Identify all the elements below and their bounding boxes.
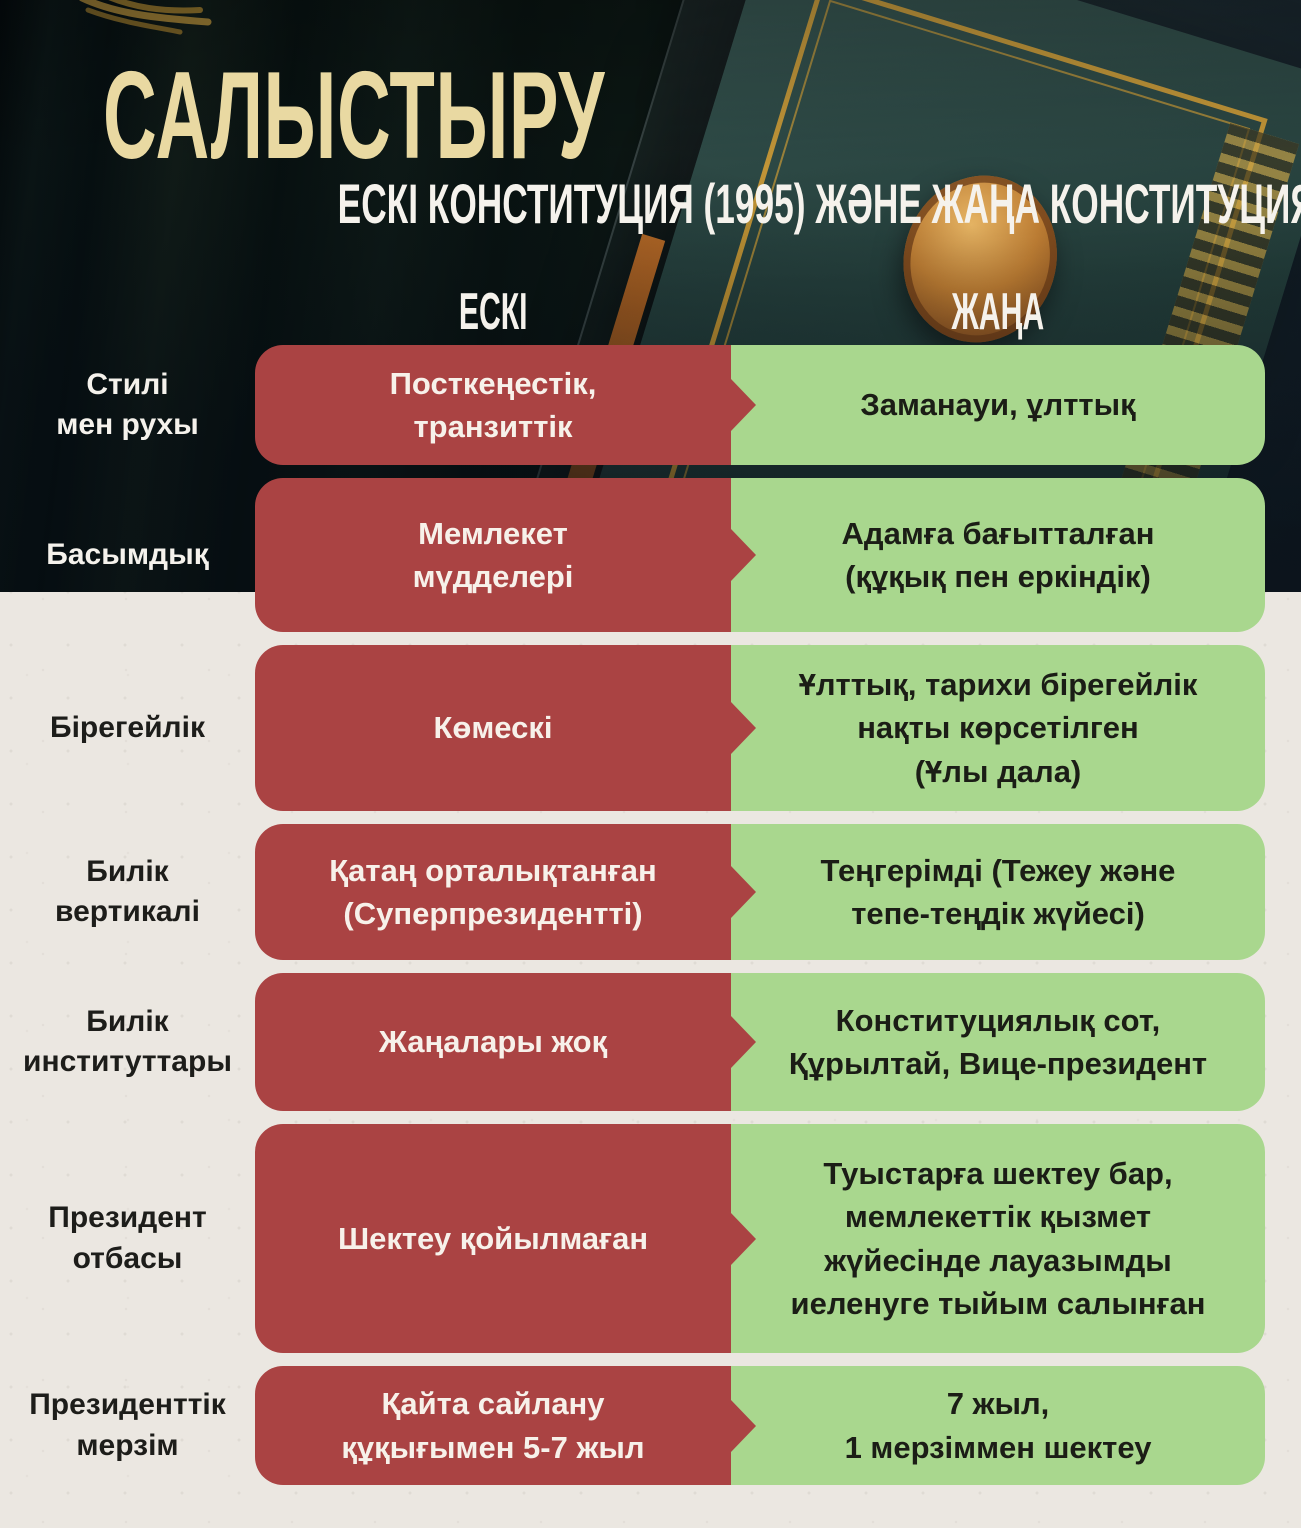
old-value-cell: Қайта сайлану құқығымен 5-7 жыл xyxy=(255,1366,731,1485)
arrow-right-icon xyxy=(731,866,756,918)
new-value-cell: Туыстарға шектеу бар, мемлекеттік қызмет… xyxy=(731,1124,1265,1353)
old-value-cell: Посткеңестік, транзиттік xyxy=(255,345,731,465)
row-label: Бірегейлік xyxy=(50,710,205,744)
arrow-right-icon xyxy=(731,1399,756,1452)
row-label: Билік институттары xyxy=(23,1004,232,1079)
new-value-cell: Ұлттық, тарихи бірегейлік нақты көрсетіл… xyxy=(731,645,1265,811)
row-label: Стилі мен рухы xyxy=(56,367,199,442)
arrow-right-icon xyxy=(731,702,756,754)
comparison-rows: Стилі мен рухы Посткеңестік, транзиттік … xyxy=(0,345,1301,1498)
comparison-row: Бірегейлік Көмескі Ұлттық, тарихи біреге… xyxy=(0,645,1301,811)
arrow-right-icon xyxy=(731,1212,756,1265)
hero-photo: САЛЫСТЫРУ ЕСКІ КОНСТИТУЦИЯ (1995) ЖӘНЕ Ж… xyxy=(0,0,1301,592)
arrow-right-icon xyxy=(731,1016,756,1068)
comparison-row: Билік институттары Жаңалары жоқ Конститу… xyxy=(0,973,1301,1111)
new-value-cell: Конституциялық сот, Құрылтай, Вице-прези… xyxy=(731,973,1265,1111)
new-value-cell: Адамға бағытталған (құқық пен еркіндік) xyxy=(731,478,1265,632)
comparison-row: Президент отбасы Шектеу қойылмаған Туыст… xyxy=(0,1124,1301,1353)
new-value-cell: 7 жыл, 1 мерзіммен шектеу xyxy=(731,1366,1265,1485)
arrow-right-icon xyxy=(731,379,756,431)
old-value-cell: Шектеу қойылмаған xyxy=(255,1124,731,1353)
comparison-row: Стилі мен рухы Посткеңестік, транзиттік … xyxy=(0,345,1301,465)
new-value-cell: Заманауи, ұлттық xyxy=(731,345,1265,465)
comparison-row: Басымдық Мемлекет мүдделері Адамға бағыт… xyxy=(0,478,1301,632)
new-value-cell: Теңгерімді (Тежеу және тепе-теңдік жүйес… xyxy=(731,824,1265,960)
row-label: Президенттік мерзім xyxy=(29,1388,226,1462)
row-label: Басымдық xyxy=(46,537,209,571)
arrow-right-icon xyxy=(731,529,756,581)
column-header-old: ЕСКІ xyxy=(458,283,528,341)
column-header-new: ЖАҢА xyxy=(951,283,1045,341)
comparison-row: Билік вертикалі Қатаң орталықтанған (Суп… xyxy=(0,824,1301,960)
old-value-cell: Мемлекет мүдделері xyxy=(255,478,731,632)
row-label: Президент отбасы xyxy=(48,1201,207,1275)
page-subtitle: ЕСКІ КОНСТИТУЦИЯ (1995) ЖӘНЕ ЖАҢА КОНСТИ… xyxy=(337,172,1301,235)
old-value-cell: Көмескі xyxy=(255,645,731,811)
comparison-row: Президенттік мерзім Қайта сайлану құқығы… xyxy=(0,1366,1301,1485)
row-label: Билік вертикалі xyxy=(55,854,200,929)
old-value-cell: Қатаң орталықтанған (Суперпрезидентті) xyxy=(255,824,731,960)
old-value-cell: Жаңалары жоқ xyxy=(255,973,731,1111)
page-title: САЛЫСТЫРУ xyxy=(103,47,606,185)
